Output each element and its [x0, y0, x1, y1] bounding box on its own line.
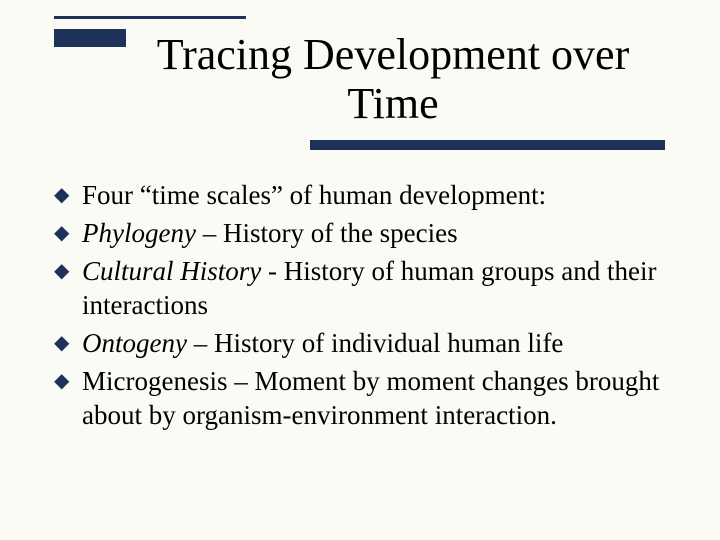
- bullet-italic-prefix: Cultural History: [82, 256, 261, 286]
- bullet-text: Cultural History - History of human grou…: [82, 254, 670, 322]
- bullet-plain-prefix: Microgenesis: [82, 366, 227, 396]
- diamond-bullet-icon: ◆: [54, 254, 82, 288]
- diamond-bullet-icon: ◆: [54, 216, 82, 250]
- bullet-rest: – History of individual human life: [187, 328, 563, 358]
- bullet-rest: – History of the species: [196, 218, 458, 248]
- bullet-text: Four “time scales” of human development:: [82, 178, 670, 212]
- bullet-text: Phylogeny – History of the species: [82, 216, 670, 250]
- diamond-bullet-icon: ◆: [54, 326, 82, 360]
- decoration-top-thin-line: [54, 16, 246, 19]
- diamond-bullet-icon: ◆: [54, 178, 82, 212]
- bullet-plain-prefix: Four “time scales” of human development:: [82, 180, 546, 210]
- bullet-italic-prefix: Phylogeny: [82, 218, 196, 248]
- list-item: ◆ Ontogeny – History of individual human…: [54, 326, 670, 360]
- slide-title: Tracing Development over Time: [126, 30, 660, 129]
- bullet-list: ◆ Four “time scales” of human developmen…: [54, 178, 670, 436]
- bullet-text: Microgenesis – Moment by moment changes …: [82, 364, 670, 432]
- decoration-short-thick-line: [54, 29, 126, 47]
- bullet-italic-prefix: Ontogeny: [82, 328, 187, 358]
- list-item: ◆ Phylogeny – History of the species: [54, 216, 670, 250]
- list-item: ◆ Cultural History - History of human gr…: [54, 254, 670, 322]
- decoration-under-title-line: [310, 140, 665, 150]
- diamond-bullet-icon: ◆: [54, 364, 82, 398]
- list-item: ◆ Microgenesis – Moment by moment change…: [54, 364, 670, 432]
- list-item: ◆ Four “time scales” of human developmen…: [54, 178, 670, 212]
- bullet-text: Ontogeny – History of individual human l…: [82, 326, 670, 360]
